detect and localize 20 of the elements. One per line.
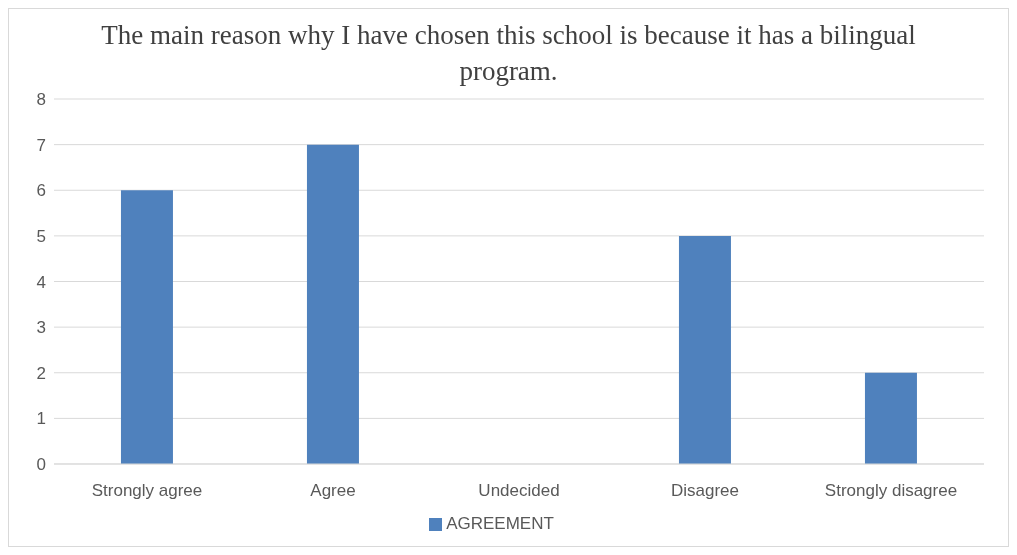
y-tick-label: 2: [36, 363, 46, 383]
y-tick-label: 1: [36, 409, 46, 429]
y-tick-label: 7: [36, 135, 46, 155]
bar: [678, 235, 731, 464]
x-tick-label: Agree: [310, 481, 356, 501]
x-tick-label: Undecided: [478, 481, 560, 501]
x-tick-label: Strongly disagree: [824, 481, 958, 501]
y-tick-label: 0: [36, 455, 46, 475]
bar: [864, 372, 917, 464]
bar: [306, 144, 359, 464]
chart-title: The main reason why I have chosen this school is because it has a bilingual program.: [100, 19, 917, 88]
legend-label: AGREEMENT: [446, 514, 554, 533]
y-tick-label: 8: [36, 90, 46, 110]
y-tick-label: 5: [36, 226, 46, 246]
y-tick-label: 6: [36, 181, 46, 201]
y-tick-label: 3: [36, 318, 46, 338]
x-tick-label: Disagree: [670, 481, 740, 501]
x-tick-label: Strongly agree: [91, 481, 203, 501]
bar: [120, 190, 173, 464]
y-tick-label: 4: [36, 272, 46, 292]
